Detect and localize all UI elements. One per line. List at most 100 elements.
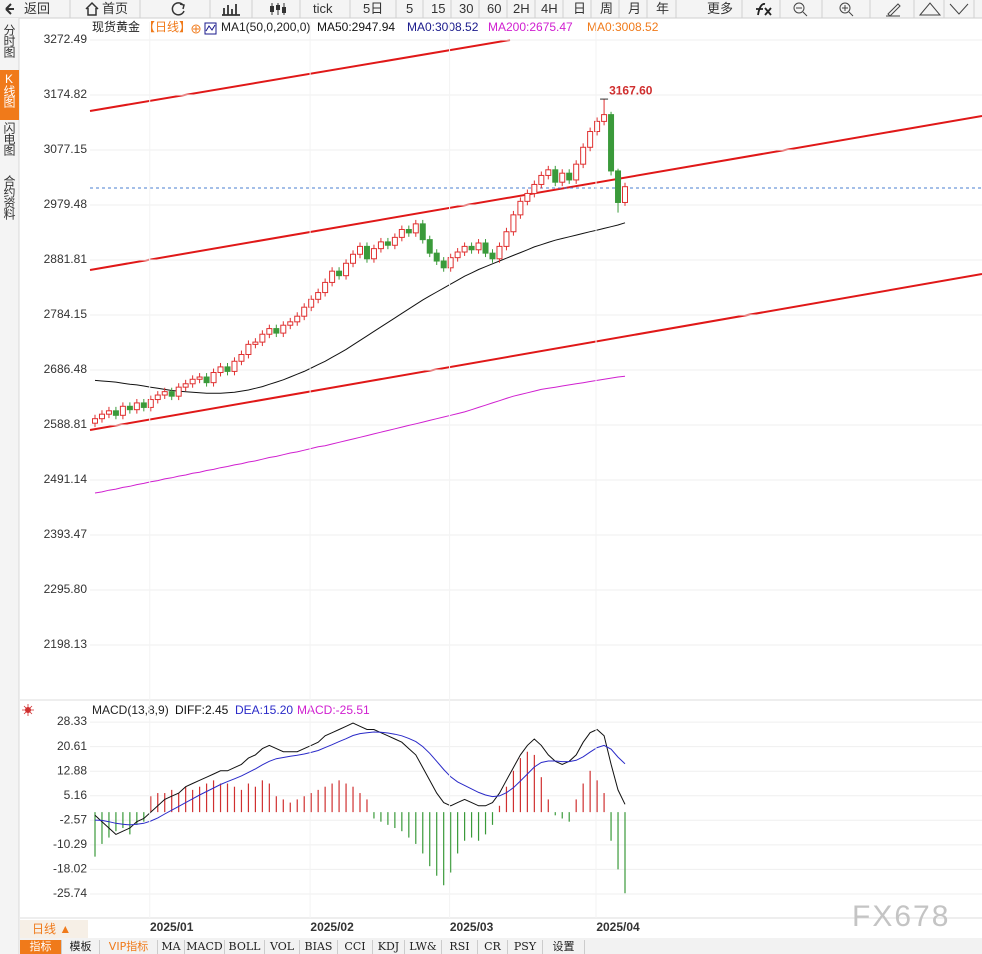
zoom-out-icon-lines bbox=[796, 7, 808, 17]
candle-body bbox=[210, 372, 217, 384]
candle-body bbox=[377, 241, 384, 250]
indicator-tab[interactable]: RSI bbox=[442, 940, 478, 954]
candle-body bbox=[357, 245, 363, 255]
period-selector[interactable]: 日线 ▲ bbox=[32, 922, 72, 936]
indicator-tab[interactable]: CR bbox=[478, 940, 508, 954]
candle-body bbox=[482, 242, 489, 254]
y-tick-label: 28.33 bbox=[57, 714, 87, 728]
toolbar-button[interactable]: 4H bbox=[541, 1, 558, 16]
candle-body bbox=[182, 383, 189, 388]
candle-body bbox=[140, 402, 147, 408]
candle-body bbox=[196, 376, 203, 380]
y-tick-label: 3174.82 bbox=[44, 87, 88, 101]
candle-body bbox=[496, 245, 503, 260]
y-tick-label: 2784.15 bbox=[44, 307, 88, 321]
legend-text: MA1(50,0,200,0) bbox=[221, 20, 310, 34]
indicator-tab[interactable]: PSY bbox=[508, 940, 543, 954]
candle-body bbox=[475, 242, 482, 251]
toolbar-button[interactable]: 返回 bbox=[24, 1, 51, 16]
candle-body bbox=[580, 146, 587, 165]
y-tick-label: 2295.80 bbox=[44, 582, 88, 596]
candle-body bbox=[98, 413, 105, 420]
candle-body bbox=[503, 231, 510, 247]
refresh-icon bbox=[171, 2, 185, 16]
sidebar-tab[interactable]: K线图 bbox=[2, 72, 16, 107]
candle-body bbox=[405, 228, 412, 234]
indicator-tab[interactable]: 模板 bbox=[62, 940, 100, 954]
toolbar-button[interactable]: 5日 bbox=[363, 1, 384, 16]
triangle-icon bbox=[918, 2, 942, 16]
toolbar-button[interactable]: 年 bbox=[656, 1, 670, 16]
candle-body bbox=[594, 120, 601, 133]
candle-body bbox=[440, 260, 447, 269]
candle-body bbox=[217, 366, 224, 374]
candle-body bbox=[301, 306, 308, 317]
toolbar-button[interactable]: 30 bbox=[459, 1, 474, 16]
y-tick-label: 2491.14 bbox=[44, 472, 88, 486]
candle-body bbox=[587, 131, 594, 148]
indicator-tab[interactable]: 指标 bbox=[20, 940, 62, 954]
panel-title: MACD(13,8,9) bbox=[92, 703, 169, 717]
candle-body bbox=[426, 239, 433, 254]
sidebar-tab[interactable]: 合约资料 bbox=[2, 175, 16, 219]
add-icon bbox=[191, 24, 201, 34]
toolbar-button[interactable]: 更多 bbox=[707, 1, 734, 16]
indicator-tab[interactable]: KDJ bbox=[373, 940, 405, 954]
candle-body bbox=[336, 270, 343, 277]
toolbar-button[interactable]: 周 bbox=[600, 1, 614, 16]
x-tick-label: 2025/01 bbox=[150, 920, 194, 934]
toolbar-button[interactable]: 月 bbox=[628, 1, 642, 16]
candle-body bbox=[343, 262, 350, 277]
indicator-tab[interactable]: 设置 bbox=[543, 940, 585, 954]
candle-body bbox=[189, 378, 196, 385]
y-tick-label: 3077.15 bbox=[44, 142, 88, 156]
indicator-icon bbox=[204, 22, 217, 35]
candle-body bbox=[231, 360, 238, 372]
indicator-tab[interactable]: VIP指标 bbox=[100, 940, 158, 954]
pen-icon bbox=[886, 3, 901, 17]
y-tick-label: 2198.13 bbox=[44, 637, 88, 651]
sidebar-tab[interactable]: 分时图 bbox=[2, 24, 16, 57]
toolbar-button[interactable]: 15 bbox=[431, 1, 446, 16]
indicator-tab[interactable]: MA bbox=[158, 940, 185, 954]
toolbar-button[interactable]: tick bbox=[313, 1, 333, 16]
candle-body bbox=[133, 402, 140, 411]
candle-body bbox=[119, 405, 126, 416]
toolbar-button[interactable]: 2H bbox=[513, 1, 530, 16]
candle-icon-bodies bbox=[270, 5, 286, 13]
candle-body bbox=[350, 253, 357, 264]
x-tick-label: 2025/03 bbox=[450, 920, 494, 934]
indicator-tab[interactable]: CCI bbox=[338, 940, 373, 954]
ma-line bbox=[94, 731, 626, 826]
toolbar-button[interactable]: 5 bbox=[406, 1, 414, 16]
bar-icon bbox=[222, 4, 240, 16]
channel-line bbox=[89, 273, 982, 431]
candle-body bbox=[412, 223, 419, 234]
sidebar-tab[interactable]: 闪电图 bbox=[2, 122, 16, 155]
toolbar-button[interactable]: 日 bbox=[573, 1, 587, 16]
y-tick-label: -18.02 bbox=[53, 862, 87, 876]
indicator-tab[interactable]: BOLL bbox=[225, 940, 265, 954]
tabs-bg bbox=[20, 938, 982, 954]
toolbar-button[interactable]: 60 bbox=[487, 1, 502, 16]
candle-body bbox=[329, 270, 336, 283]
indicator-tab[interactable]: LW& bbox=[405, 940, 442, 954]
candle-body bbox=[433, 252, 440, 262]
indicator-tab[interactable]: VOL bbox=[265, 940, 300, 954]
candle-body bbox=[308, 298, 315, 308]
y-tick-label: 5.16 bbox=[64, 788, 88, 802]
fx-icon bbox=[756, 3, 772, 16]
candle-body bbox=[622, 186, 628, 203]
indicator-tab[interactable]: MACD bbox=[185, 940, 225, 954]
settings-icon-rays bbox=[22, 704, 34, 716]
candle-body bbox=[538, 174, 545, 185]
indicator-tab[interactable]: BIAS bbox=[300, 940, 338, 954]
legend-entry: DEA:15.20 bbox=[235, 703, 293, 717]
candle-body bbox=[294, 315, 301, 323]
y-tick-label: 2881.81 bbox=[44, 252, 88, 266]
candle-body bbox=[322, 281, 329, 294]
add-icon-cross bbox=[193, 26, 199, 32]
candle-body bbox=[489, 252, 496, 260]
candle-body bbox=[287, 321, 294, 326]
toolbar-button[interactable]: 首页 bbox=[102, 1, 129, 16]
